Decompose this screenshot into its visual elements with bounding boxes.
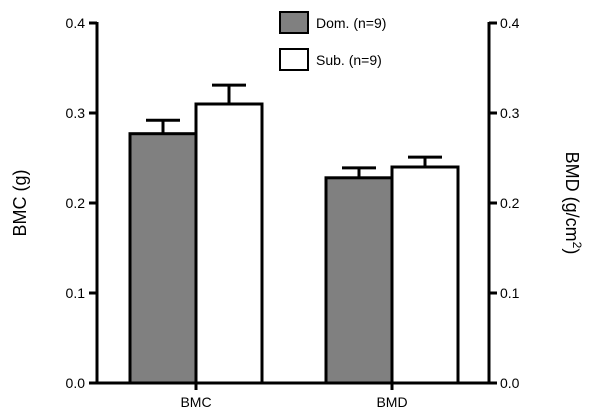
- bar-bmd-series-0: [324, 176, 394, 385]
- category-label-bmd: BMD: [376, 394, 407, 410]
- left-y-tick-label: 0.3: [66, 105, 86, 121]
- right-y-tick-label: 0.0: [500, 375, 520, 391]
- right-y-tick-label: 0.2: [500, 195, 520, 211]
- left-y-tick-label: 0.0: [66, 375, 86, 391]
- left-y-ticks: 0.0 0.1 0.2 0.3 0.4: [66, 15, 97, 391]
- bar-bmd-series-1: [390, 165, 460, 385]
- y-axis-title-left: BMC (g): [10, 170, 30, 237]
- bar-bmc-series-0: [128, 132, 198, 385]
- bars: [128, 102, 460, 385]
- left-y-tick-label: 0.1: [66, 285, 86, 301]
- right-y-tick-label: 0.1: [500, 285, 520, 301]
- bar-bmc-series-1: [194, 102, 264, 385]
- left-y-tick-label: 0.4: [66, 15, 86, 31]
- left-y-tick-label: 0.2: [66, 195, 86, 211]
- right-y-ticks: 0.0 0.1 0.2 0.3 0.4: [489, 15, 520, 391]
- y-axis-title-right-sup: 2: [570, 242, 584, 249]
- right-y-tick-label: 0.4: [500, 15, 520, 31]
- category-label-bmc: BMC: [180, 394, 211, 410]
- category-labels: BMC BMD: [180, 383, 408, 410]
- legend-label-sub: Sub. (n=9): [316, 52, 382, 68]
- error-bars: [146, 83, 442, 178]
- y-axis-title-right-base: BMD (g/cm: [562, 152, 582, 242]
- legend-swatch-dom: [279, 11, 309, 34]
- y-axis-title-right: BMD (g/cm2): [562, 152, 584, 255]
- legend: Dom. (n=9) Sub. (n=9): [279, 11, 386, 71]
- right-y-tick-label: 0.3: [500, 105, 520, 121]
- y-axis-title-right-close: ): [562, 248, 582, 254]
- legend-label-dom: Dom. (n=9): [316, 15, 386, 31]
- legend-swatch-sub: [279, 48, 309, 71]
